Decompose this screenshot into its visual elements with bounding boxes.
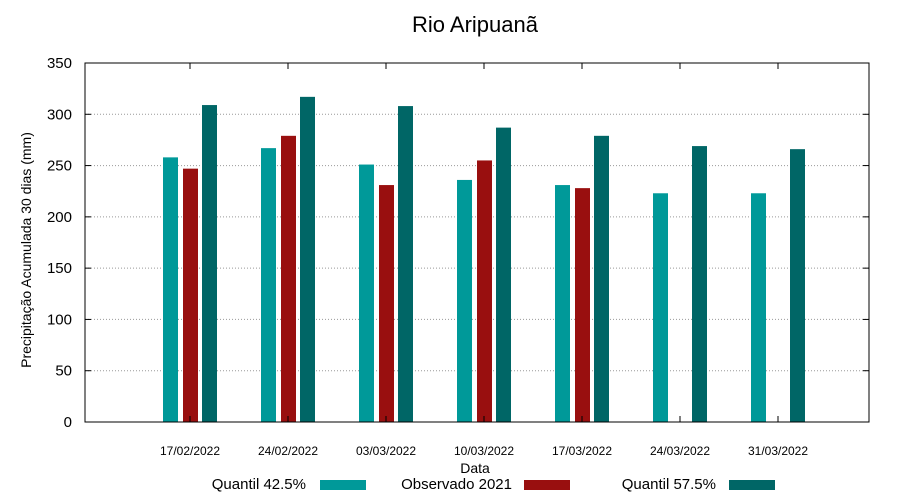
y-tick-label: 250 (47, 158, 72, 175)
plot-frame (84, 62, 870, 423)
bar-observado-2021 (379, 185, 394, 422)
x-tick-label: 17/03/2022 (552, 444, 612, 458)
y-axis-label: Precipitação Acumulada 30 dias (mm) (18, 132, 34, 368)
y-tick-label: 100 (47, 311, 72, 328)
y-tick-label: 300 (47, 106, 72, 123)
bar-quantil-57-5 (594, 135, 609, 422)
legend: Quantil 42.5% Observado 2021 Quantil 57.5% (212, 476, 775, 493)
bar-quantil-57-5 (790, 149, 805, 422)
y-tick-label: 150 (47, 260, 72, 277)
bar-quantil-42-5 (653, 193, 668, 422)
y-tick-label: 200 (47, 209, 72, 226)
chart-title: Rio Aripuanã (412, 12, 539, 37)
bar-quantil-42-5 (163, 157, 178, 422)
legend-swatch (320, 480, 366, 490)
bar-observado-2021 (183, 168, 198, 422)
bar-quantil-57-5 (202, 105, 217, 422)
bar-quantil-57-5 (496, 127, 511, 423)
y-axis-ticks: 0 50 100 150 200 250 300 350 (47, 55, 869, 431)
bar-quantil-57-5 (398, 106, 413, 422)
x-tick-label: 03/03/2022 (356, 444, 416, 458)
bar-quantil-42-5 (457, 179, 472, 422)
x-axis-ticks: 17/02/2022 24/02/2022 03/03/2022 10/03/2022… (160, 63, 808, 458)
x-tick-label: 24/02/2022 (258, 444, 318, 458)
bar-observado-2021 (477, 160, 492, 422)
bar-quantil-42-5 (555, 185, 570, 422)
y-tick-label: 50 (55, 363, 72, 380)
bar-quantil-57-5 (300, 96, 315, 422)
legend-label: Quantil 42.5% (212, 476, 306, 493)
bar-quantil-42-5 (261, 148, 276, 423)
y-tick-label: 350 (47, 55, 72, 72)
legend-swatch (524, 480, 570, 490)
x-tick-label: 31/03/2022 (748, 444, 808, 458)
x-tick-label: 17/02/2022 (160, 444, 220, 458)
y-tick-label: 0 (64, 414, 72, 431)
bar-observado-2021 (575, 188, 590, 422)
bar-observado-2021 (281, 135, 296, 422)
x-tick-label: 10/03/2022 (454, 444, 514, 458)
bar-quantil-57-5 (692, 146, 707, 422)
bar-quantil-42-5 (751, 193, 766, 422)
legend-swatch (729, 480, 775, 490)
bar-quantil-42-5 (359, 164, 374, 422)
legend-label: Quantil 57.5% (622, 476, 716, 493)
legend-label: Observado 2021 (401, 476, 512, 493)
x-axis-label: Data (460, 460, 490, 476)
bars (163, 96, 805, 423)
x-tick-label: 24/03/2022 (650, 444, 710, 458)
